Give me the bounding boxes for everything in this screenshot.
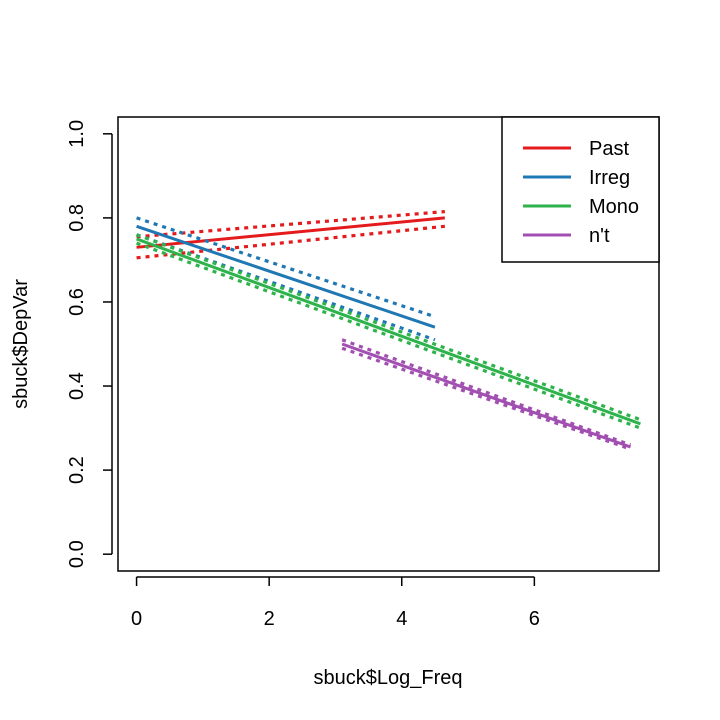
- legend-label-nt: n't: [589, 225, 610, 247]
- legend: Past Irreg Mono n't: [501, 116, 660, 263]
- legend-label-mono: Mono: [589, 196, 639, 218]
- series-upper-bound-past: [136, 209, 445, 239]
- series-upper-bound-irreg: [136, 216, 436, 319]
- legend-label-irreg: Irreg: [589, 167, 630, 189]
- y-tick-label: 1.0: [66, 120, 88, 148]
- y-axis: 0.0 0.2 0.4 0.6 0.8 1.0: [66, 120, 113, 568]
- series-line-nt: [341, 342, 631, 449]
- y-tick-label: 0.8: [66, 204, 88, 232]
- y-tick-label: 0.0: [66, 540, 88, 568]
- series-lower-bound-past: [136, 224, 446, 260]
- series-line-irreg: [136, 224, 436, 329]
- y-tick-label: 0.2: [66, 456, 88, 484]
- plot-frame: [117, 116, 660, 572]
- legend-box: [501, 116, 660, 263]
- x-tick-label: 4: [396, 608, 407, 630]
- y-axis-label: sbuck$DepVar: [10, 279, 32, 409]
- x-axis-label: sbuck$Log_Freq: [314, 667, 463, 689]
- series-upper-bound-nt: [341, 338, 632, 447]
- legend-label-past: Past: [589, 138, 629, 160]
- x-axis: 0 2 4 6: [131, 576, 540, 630]
- x-tick-label: 6: [529, 608, 540, 630]
- x-tick-label: 2: [264, 608, 275, 630]
- series-lower-bound-irreg: [136, 233, 436, 342]
- y-tick-label: 0.4: [66, 372, 88, 400]
- x-tick-label: 0: [131, 608, 142, 630]
- series-line-mono: [136, 237, 641, 426]
- series-lower-bound-nt: [341, 346, 632, 451]
- y-tick-label: 0.6: [66, 288, 88, 316]
- series-layer: [136, 209, 641, 451]
